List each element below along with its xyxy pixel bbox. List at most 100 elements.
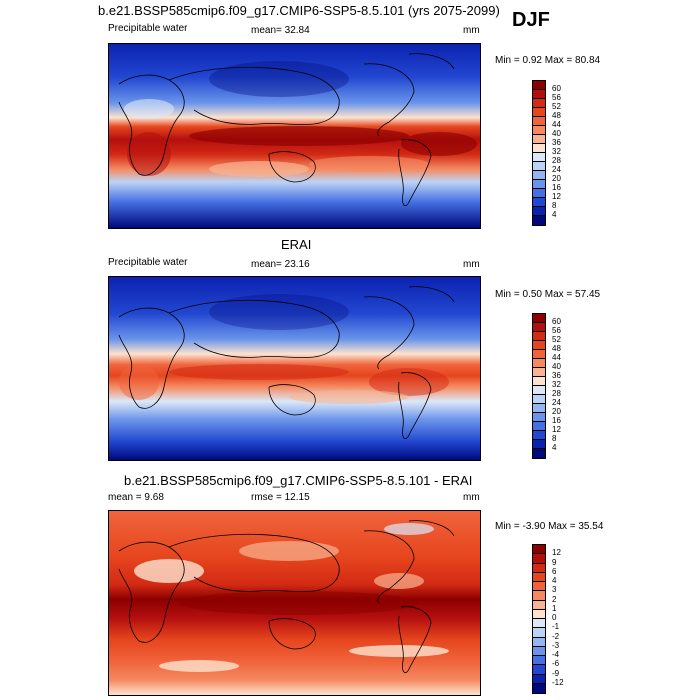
- panel-3-colorbar-segment: [533, 656, 545, 666]
- panel-3-colorbar-tick-label: -4: [552, 650, 560, 659]
- panel-2-colorbar-tick-label: 56: [552, 326, 561, 335]
- panel-3-colorbar-segment: [533, 637, 545, 647]
- panel-2-colorbar: [532, 313, 546, 459]
- panel-3-colorbar: [532, 544, 546, 694]
- panel-1-units: mm: [463, 25, 480, 36]
- panel-1-colorbar-tick-label: 32: [552, 147, 561, 156]
- panel-2-colorbar-segment: [533, 431, 545, 440]
- panel-2-map-field: [109, 277, 480, 460]
- panel-3-colorbar-tick-label: -12: [552, 677, 564, 687]
- panel-3-colorbar-segment: [533, 600, 545, 610]
- panel-2-variable: Precipitable water: [108, 257, 188, 268]
- panel-2-colorbar-segment: [533, 422, 545, 431]
- panel-3-colorbar-segment: [533, 609, 545, 619]
- panel-2-colorbar-segment: [533, 377, 545, 386]
- panel-1-colorbar-segment: [533, 90, 545, 99]
- panel-3-colorbar-segment: [533, 563, 545, 573]
- panel-1-colorbar-tick-label: 4: [552, 210, 557, 219]
- panel-3-colorbar-segment: [533, 646, 545, 656]
- panel-3-colorbar-segment: [533, 619, 545, 629]
- panel-2-colorbar-segment: [533, 386, 545, 395]
- panel-3-colorbar-segment: [533, 628, 545, 638]
- panel-3-colorbar-tick-label: -6: [552, 659, 560, 669]
- panel-1-colorbar-tick-label: 56: [552, 93, 561, 102]
- panel-3-colorbar-segment: [533, 582, 545, 592]
- panel-3-units: mm: [463, 492, 480, 503]
- panel-1-mean: mean= 32.84: [251, 25, 310, 36]
- panel-1-colorbar-segment: [533, 135, 545, 144]
- panel-2-colorbar-segment: [533, 395, 545, 404]
- panel-1-colorbar-tick-label: 8: [552, 201, 557, 210]
- panel-1-colorbar-tick-label: 60: [552, 84, 561, 93]
- panel-2-mean: mean= 23.16: [251, 259, 310, 270]
- panel-2-colorbar-tick-label: 44: [552, 353, 561, 362]
- panel-1-colorbar-segment: [533, 171, 545, 180]
- panel-3-colorbar-tick-label: -9: [552, 668, 560, 678]
- panel-3-colorbar-segment: [533, 545, 545, 555]
- panel-1-colorbar-segment: [533, 198, 545, 207]
- panel-1-colorbar-segment: [533, 216, 545, 225]
- panel-3-colorbar-tick-label: 1: [552, 603, 557, 613]
- panel-3-colorbar-segment: [533, 674, 545, 684]
- panel-3-colorbar-tick-label: 4: [552, 576, 557, 585]
- panel-2-colorbar-tick-label: 12: [552, 425, 561, 434]
- panel-2-colorbar-tick-label: 32: [552, 380, 561, 389]
- panel-2-colorbar-tick-label: 36: [552, 371, 561, 380]
- panel-1-colorbar-tick-label: 44: [552, 120, 561, 129]
- panel-3-colorbar-tick-label: 0: [552, 613, 557, 622]
- panel-1-colorbar-segment: [533, 108, 545, 117]
- panel-3-colorbar-tick-label: 9: [552, 557, 557, 567]
- panel-3-colorbar-tick-label: -1: [552, 622, 560, 632]
- panel-1-variable: Precipitable water: [108, 23, 188, 34]
- panel-2-colorbar-segment: [533, 323, 545, 332]
- panel-3-colorbar-segment: [533, 554, 545, 564]
- panel-2-colorbar-segment: [533, 341, 545, 350]
- panel-3-mean: mean = 9.68: [108, 492, 164, 503]
- panel-2-colorbar-tick-label: 28: [552, 389, 561, 398]
- panel-2-colorbar-segment: [533, 314, 545, 323]
- panel-1-colorbar-tick-label: 12: [552, 192, 561, 201]
- panel-2-units: mm: [463, 259, 480, 270]
- panel-3-title: b.e21.BSSP585cmip6.f09_g17.CMIP6-SSP5-8.…: [124, 473, 473, 488]
- panel-3-colorbar-segment: [533, 683, 545, 693]
- panel-1-colorbar-tick-label: 24: [552, 165, 561, 174]
- panel-1-map-field: [109, 44, 480, 228]
- panel-1-colorbar-tick-label: 36: [552, 138, 561, 147]
- panel-1-colorbar-tick-label: 28: [552, 156, 561, 165]
- panel-2-colorbar-segment: [533, 413, 545, 422]
- panel-1-colorbar-segment: [533, 162, 545, 171]
- panel-1-colorbar-tick-label: 20: [552, 174, 561, 183]
- panel-1-colorbar-segment: [533, 117, 545, 126]
- panel-2-colorbar-segment: [533, 449, 545, 458]
- panel-1-colorbar-segment: [533, 99, 545, 108]
- panel-2-colorbar-segment: [533, 359, 545, 368]
- panel-2-colorbar-tick-label: 20: [552, 407, 561, 416]
- panel-3-colorbar-tick-label: 3: [552, 585, 557, 595]
- panel-3-colorbar-tick-label: -2: [552, 631, 560, 641]
- panel-2-colorbar-segment: [533, 404, 545, 413]
- panel-3-colorbar-tick-label: -3: [552, 640, 560, 650]
- panel-3-colorbar-tick-label: 2: [552, 594, 557, 604]
- panel-1-colorbar-segment: [533, 144, 545, 153]
- panel-3-colorbar-tick-label: 12: [552, 548, 561, 558]
- panel-1-colorbar: [532, 80, 546, 226]
- season-label: DJF: [512, 9, 550, 31]
- panel-3-rmse: rmse = 12.15: [251, 492, 310, 503]
- panel-3-colorbar-segment: [533, 665, 545, 675]
- panel-1-colorbar-segment: [533, 180, 545, 189]
- panel-1-colorbar-segment: [533, 153, 545, 162]
- panel-2-colorbar-tick-label: 16: [552, 416, 561, 425]
- panel-2-colorbar-segment: [533, 332, 545, 341]
- panel-3-colorbar-segment: [533, 572, 545, 582]
- panel-3-colorbar-tick-label: 6: [552, 566, 557, 576]
- panel-1-colorbar-segment: [533, 189, 545, 198]
- panel-2-colorbar-tick-label: 4: [552, 443, 557, 452]
- panel-1-minmax: Min = 0.92 Max = 80.84: [495, 55, 601, 66]
- panel-2-colorbar-tick-label: 60: [552, 317, 561, 326]
- panel-2-colorbar-tick-label: 52: [552, 335, 561, 344]
- panel-2-colorbar-segment: [533, 350, 545, 359]
- panel-1-colorbar-tick-label: 40: [552, 129, 561, 138]
- panel-1-colorbar-tick-label: 48: [552, 111, 561, 120]
- panel-3-map-field: [109, 511, 480, 695]
- panel-1-colorbar-segment: [533, 126, 545, 135]
